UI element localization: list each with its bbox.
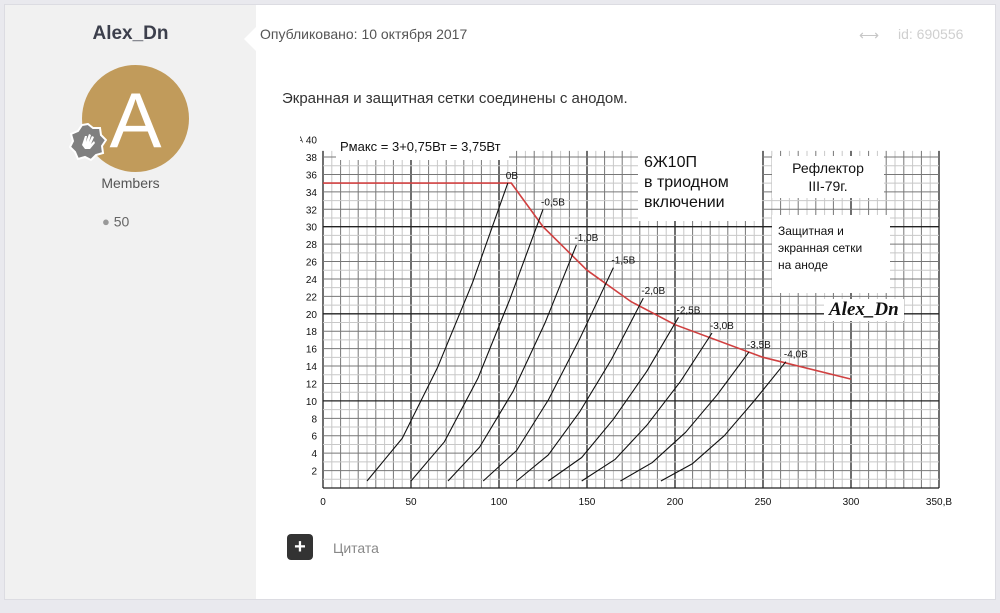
source-annotation: Рефлектор III-79г. [772, 156, 884, 198]
curve-label: -2,0В [641, 286, 665, 297]
y-tick-label: 6 [311, 432, 317, 443]
y-tick-label: 16 [306, 345, 318, 356]
y-tick-label: 30 [306, 223, 318, 234]
curve-label: -1,0В [574, 233, 598, 244]
quote-button[interactable]: Цитата [333, 540, 379, 556]
y-tick-label: 14 [306, 362, 318, 373]
y-tick-label: 20 [306, 310, 318, 321]
anode-curve [410, 209, 544, 482]
anode-curve [447, 244, 577, 482]
anode-curve [516, 297, 644, 482]
grids-line1: Защитная и [778, 224, 844, 238]
author-group: Members [101, 175, 160, 191]
post-count: ● 50 [102, 212, 129, 229]
post-id: id: 690556 [898, 26, 964, 42]
y-tick-label: 2 [311, 467, 317, 478]
curve-label: -3,0В [710, 321, 734, 332]
x-tick-label: 250 [755, 497, 772, 508]
y-tick-label: 24 [306, 275, 318, 286]
curve-label: -4,0В [784, 350, 808, 361]
anode-curve [547, 317, 679, 482]
published-date[interactable]: Опубликовано: 10 октября 2017 [260, 26, 468, 42]
x-tick-label: 50 [405, 497, 417, 508]
x-tick-label: 350,В [926, 497, 952, 508]
post-count-value: 50 [113, 213, 130, 230]
author-name[interactable]: Alex_Dn [92, 23, 169, 44]
anode-curve [366, 182, 509, 482]
curve-label: 0В [506, 171, 519, 182]
chart-image[interactable]: 0 50 100 150 200 250 300 350,В 2 4 6 8 10 12 14 16 18 20 2… [292, 125, 980, 515]
speech-bubble-icon: ● [102, 213, 110, 229]
anode-curve [581, 332, 713, 482]
y-tick-label: 40 [306, 136, 318, 147]
curve-label: -1,5В [611, 256, 635, 267]
power-limit-curve [323, 182, 852, 380]
y-tick-label: 28 [306, 240, 318, 251]
pmax-annotation: Рмакс = 3+0,75Вт = 3,75Вт [336, 135, 509, 160]
author-panel: Alex_Dn A Members ● 50 [5, 5, 256, 599]
anode-curve [660, 361, 787, 482]
y-tick-label: 22 [306, 292, 318, 303]
y-tick-label: 34 [306, 188, 318, 199]
source-line1: Рефлектор [792, 160, 864, 176]
panel-notch [244, 25, 258, 53]
anode-curve [620, 351, 750, 482]
x-tick-label: 150 [579, 497, 596, 508]
tube-annotation: 6Ж10П в триодном включении [638, 149, 762, 221]
y-tick-label: 36 [306, 170, 318, 181]
anode-curve [482, 267, 614, 482]
y-tick-label: 12 [306, 379, 318, 390]
grids-annotation: Защитная и экранная сетки на аноде [772, 215, 890, 293]
post-text: Экранная и защитная сетки соединены с ан… [282, 90, 628, 107]
tube-line1: 6Ж10П [644, 154, 697, 171]
y-tick-label: 10 [306, 397, 318, 408]
y-tick-label: 26 [306, 258, 318, 269]
grids-line3: на аноде [778, 258, 829, 272]
share-icon[interactable]: ⟷ [859, 27, 880, 43]
x-tick-label: 300 [843, 497, 860, 508]
curve-label: -0,5В [541, 197, 565, 208]
curve-label: -3,5В [747, 340, 771, 351]
x-tick-label: 0 [320, 497, 326, 508]
y-tick-label: 38 [306, 153, 318, 164]
y-tick-label: 8 [311, 414, 317, 425]
curve-label: -2,5В [677, 305, 701, 316]
plus-icon[interactable]: + [287, 534, 313, 560]
y-axis-label: мА [300, 136, 304, 145]
grids-line2: экранная сетки [778, 241, 863, 255]
y-tick-label: 32 [306, 205, 318, 216]
signature: Alex_Dn [824, 299, 904, 321]
tube-line3: включении [644, 194, 725, 211]
y-tick-label: 18 [306, 327, 318, 338]
source-line2: III-79г. [808, 178, 848, 194]
y-tick-label: 4 [311, 449, 317, 460]
x-tick-label: 100 [491, 497, 508, 508]
hand-wave-badge-icon [69, 123, 107, 161]
tube-line2: в триодном [644, 174, 729, 191]
x-tick-label: 200 [667, 497, 684, 508]
